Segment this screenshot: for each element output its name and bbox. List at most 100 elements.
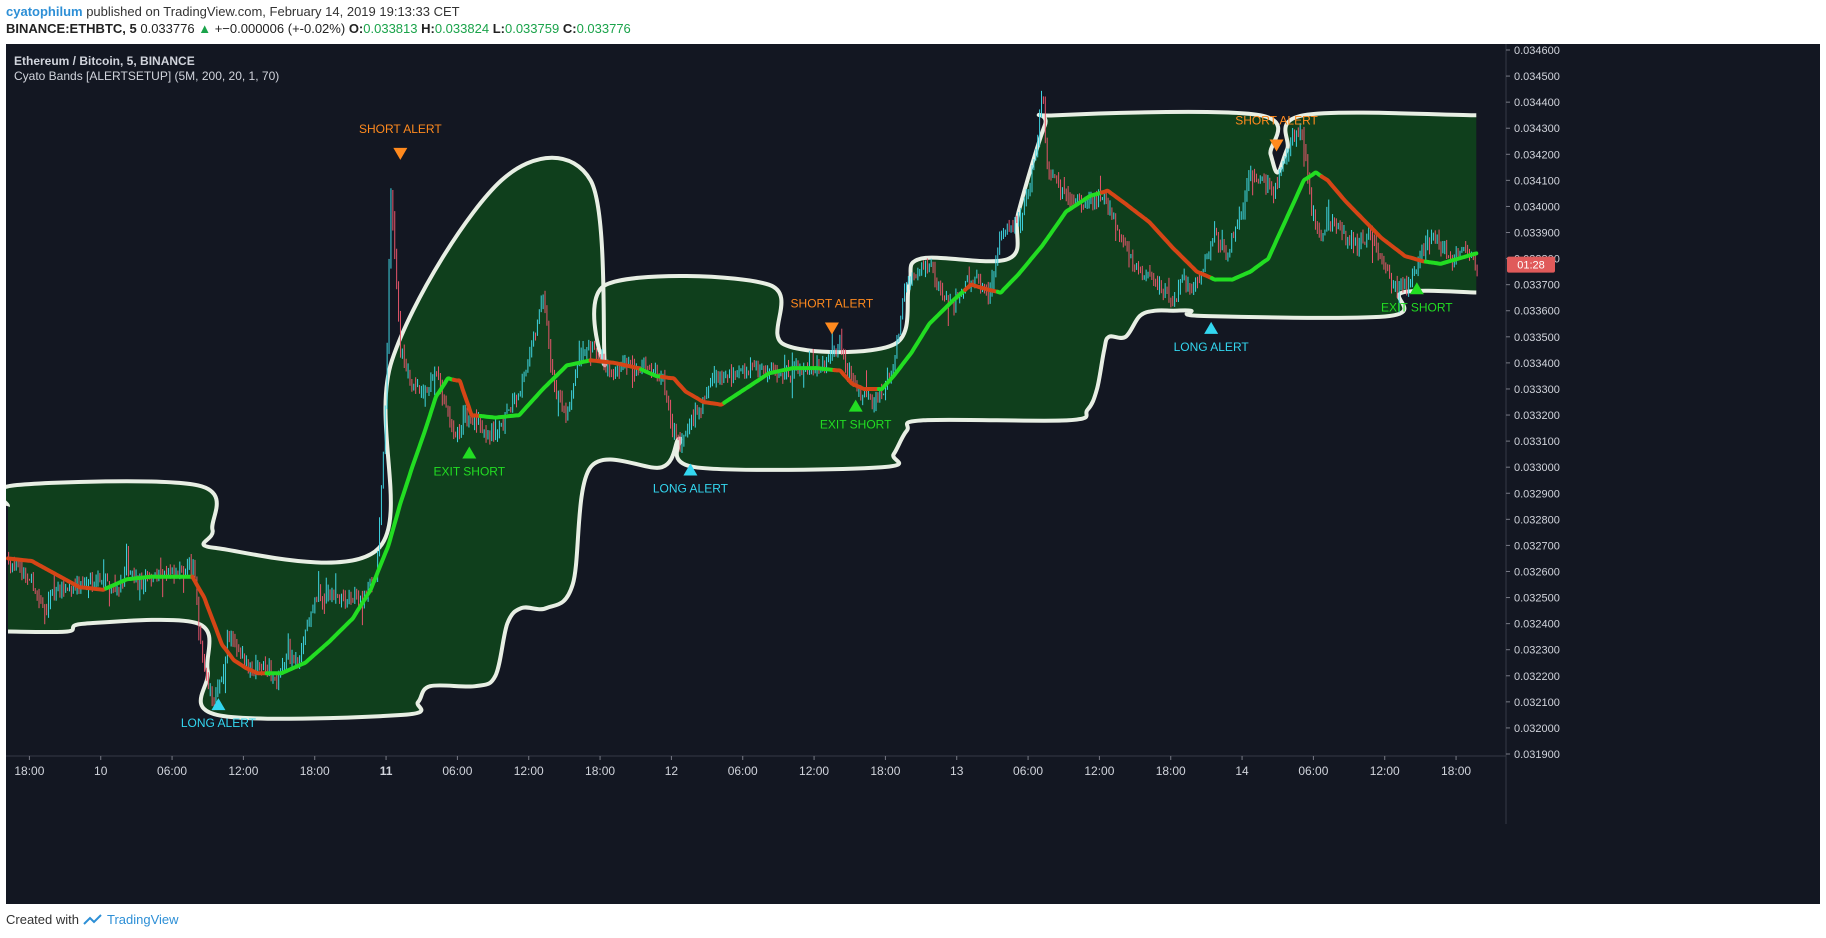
- down-triangle-icon: [1269, 139, 1284, 152]
- exit-short-marker: EXIT SHORT: [820, 399, 892, 432]
- ma-up-segment: [264, 376, 456, 676]
- y-tick-label: 0.033700: [1514, 280, 1560, 292]
- x-tick-label: 12:00: [228, 764, 258, 778]
- ma-down-segment: [659, 374, 727, 407]
- up-arrow-icon: ▲: [198, 21, 212, 36]
- alert-label: EXIT SHORT: [820, 418, 892, 432]
- ma-up-segment: [722, 366, 837, 405]
- y-tick-label: 0.034300: [1514, 123, 1560, 135]
- chart-area[interactable]: SHORT ALERT LONG ALERT EXIT SHORT LONG ALER…: [6, 44, 1820, 904]
- short-alert-marker: SHORT ALERT: [791, 297, 874, 335]
- x-tick-label: 06:00: [157, 764, 187, 778]
- down-triangle-icon: [393, 147, 408, 160]
- x-tick-label: 12: [665, 764, 679, 778]
- alert-layer: SHORT ALERT LONG ALERT EXIT SHORT LONG ALER…: [181, 113, 1453, 730]
- footer: Created with TradingView: [6, 912, 179, 927]
- x-tick-label: 10: [94, 764, 108, 778]
- x-tick-label: 18:00: [585, 764, 615, 778]
- up-triangle-icon: [1204, 321, 1219, 334]
- x-tick-label: 12:00: [799, 764, 829, 778]
- y-tick-label: 0.033600: [1514, 306, 1560, 318]
- high-value: 0.033824: [434, 21, 490, 36]
- y-tick-label: 0.034100: [1514, 175, 1560, 187]
- y-tick-label: 0.034000: [1514, 201, 1560, 213]
- band-layer: [6, 109, 1477, 721]
- up-triangle-icon: [848, 399, 863, 412]
- x-tick-label: 06:00: [728, 764, 758, 778]
- close-label: C:: [562, 21, 577, 36]
- x-tick-label: 13: [950, 764, 964, 778]
- publish-text: published on TradingView.com, February 1…: [86, 4, 460, 19]
- price-chart[interactable]: SHORT ALERT LONG ALERT EXIT SHORT LONG ALER…: [6, 44, 1820, 904]
- y-tick-label: 0.032800: [1514, 514, 1560, 526]
- x-tick-label: 18:00: [870, 764, 900, 778]
- tradingview-link[interactable]: TradingView: [106, 912, 179, 927]
- tradingview-logo-icon: [83, 913, 102, 925]
- y-tick-label: 0.034600: [1514, 45, 1560, 57]
- publisher-name[interactable]: cyatophilum: [6, 4, 83, 19]
- y-tick-label: 0.031900: [1514, 749, 1560, 761]
- lower-band-line: [7, 288, 1477, 721]
- ma-up-segment: [995, 190, 1104, 295]
- y-tick-label: 0.032700: [1514, 540, 1560, 552]
- ma-up-segment: [104, 574, 195, 591]
- ma-down-segment: [1319, 174, 1428, 264]
- x-tick-label: 06:00: [1298, 764, 1328, 778]
- band-fill: [6, 111, 1477, 719]
- price-badge-bg: [1507, 256, 1555, 273]
- ma-up-segment: [1423, 251, 1479, 266]
- y-tick-label: 0.032900: [1514, 488, 1560, 500]
- close-value: 0.033776: [576, 21, 631, 36]
- y-axis-bg: [1506, 44, 1820, 904]
- alert-label: LONG ALERT: [1174, 340, 1250, 354]
- low-label: L:: [492, 21, 505, 36]
- y-tick-label: 0.032000: [1514, 723, 1560, 735]
- upper-band-line: [6, 109, 1477, 565]
- long-alert-marker: LONG ALERT: [1174, 321, 1250, 354]
- open-value: 0.033813: [363, 21, 418, 36]
- ma-down-segment: [832, 368, 881, 392]
- ma-down-segment: [6, 556, 109, 592]
- x-tick-label: 18:00: [1156, 764, 1186, 778]
- y-tick-label: 0.034200: [1514, 149, 1560, 161]
- ma-down-segment: [451, 377, 483, 418]
- y-tick-label: 0.034400: [1514, 97, 1560, 109]
- y-tick-label: 0.033200: [1514, 410, 1560, 422]
- ma-down-segment: [588, 358, 644, 372]
- ma-up-segment: [478, 358, 593, 420]
- x-tick-label: 06:00: [1013, 764, 1043, 778]
- up-triangle-icon: [683, 463, 698, 476]
- open-label: O:: [348, 21, 364, 36]
- x-tick-label: 18:00: [14, 764, 44, 778]
- alert-label: EXIT SHORT: [1381, 300, 1453, 314]
- alert-label: LONG ALERT: [653, 481, 729, 495]
- short-alert-marker: SHORT ALERT: [359, 122, 442, 160]
- x-tick-label: 18:00: [1441, 764, 1471, 778]
- x-tick-label: 14: [1235, 764, 1249, 778]
- indicator-label[interactable]: Cyato Bands [ALERTSETUP] (5M, 200, 20, 1…: [14, 69, 279, 83]
- alert-label: SHORT ALERT: [359, 122, 442, 136]
- ma-down-segment: [190, 574, 269, 676]
- ma-up-segment: [876, 287, 968, 392]
- y-tick-label: 0.034500: [1514, 71, 1560, 83]
- high-label: H:: [421, 21, 435, 36]
- alert-label: SHORT ALERT: [1235, 113, 1318, 127]
- y-tick-label: 0.032500: [1514, 593, 1560, 605]
- price-badge-text: 01:28: [1517, 260, 1545, 272]
- y-tick-label: 0.032100: [1514, 697, 1560, 709]
- y-tick-label: 0.032600: [1514, 566, 1560, 578]
- alert-label: LONG ALERT: [181, 716, 257, 730]
- x-tick-label: 11: [380, 764, 393, 778]
- price-change: +−0.000006 (+-0.02%): [214, 21, 346, 36]
- up-triangle-icon: [462, 446, 477, 459]
- x-tick-label: 18:00: [300, 764, 330, 778]
- last-price: 0.033776: [140, 21, 195, 36]
- y-tick-label: 0.033900: [1514, 228, 1560, 240]
- x-tick-label: 06:00: [442, 764, 472, 778]
- ma-down-segment: [1099, 188, 1214, 281]
- ma-up-segment: [639, 367, 664, 379]
- down-triangle-icon: [824, 322, 839, 335]
- axis-layer: 0.034600 0.034500 0.034400 0.034300 0.034200…: [6, 44, 1820, 904]
- symbol-label: BINANCE:ETHBTC, 5: [6, 21, 137, 36]
- alert-label: EXIT SHORT: [433, 465, 505, 479]
